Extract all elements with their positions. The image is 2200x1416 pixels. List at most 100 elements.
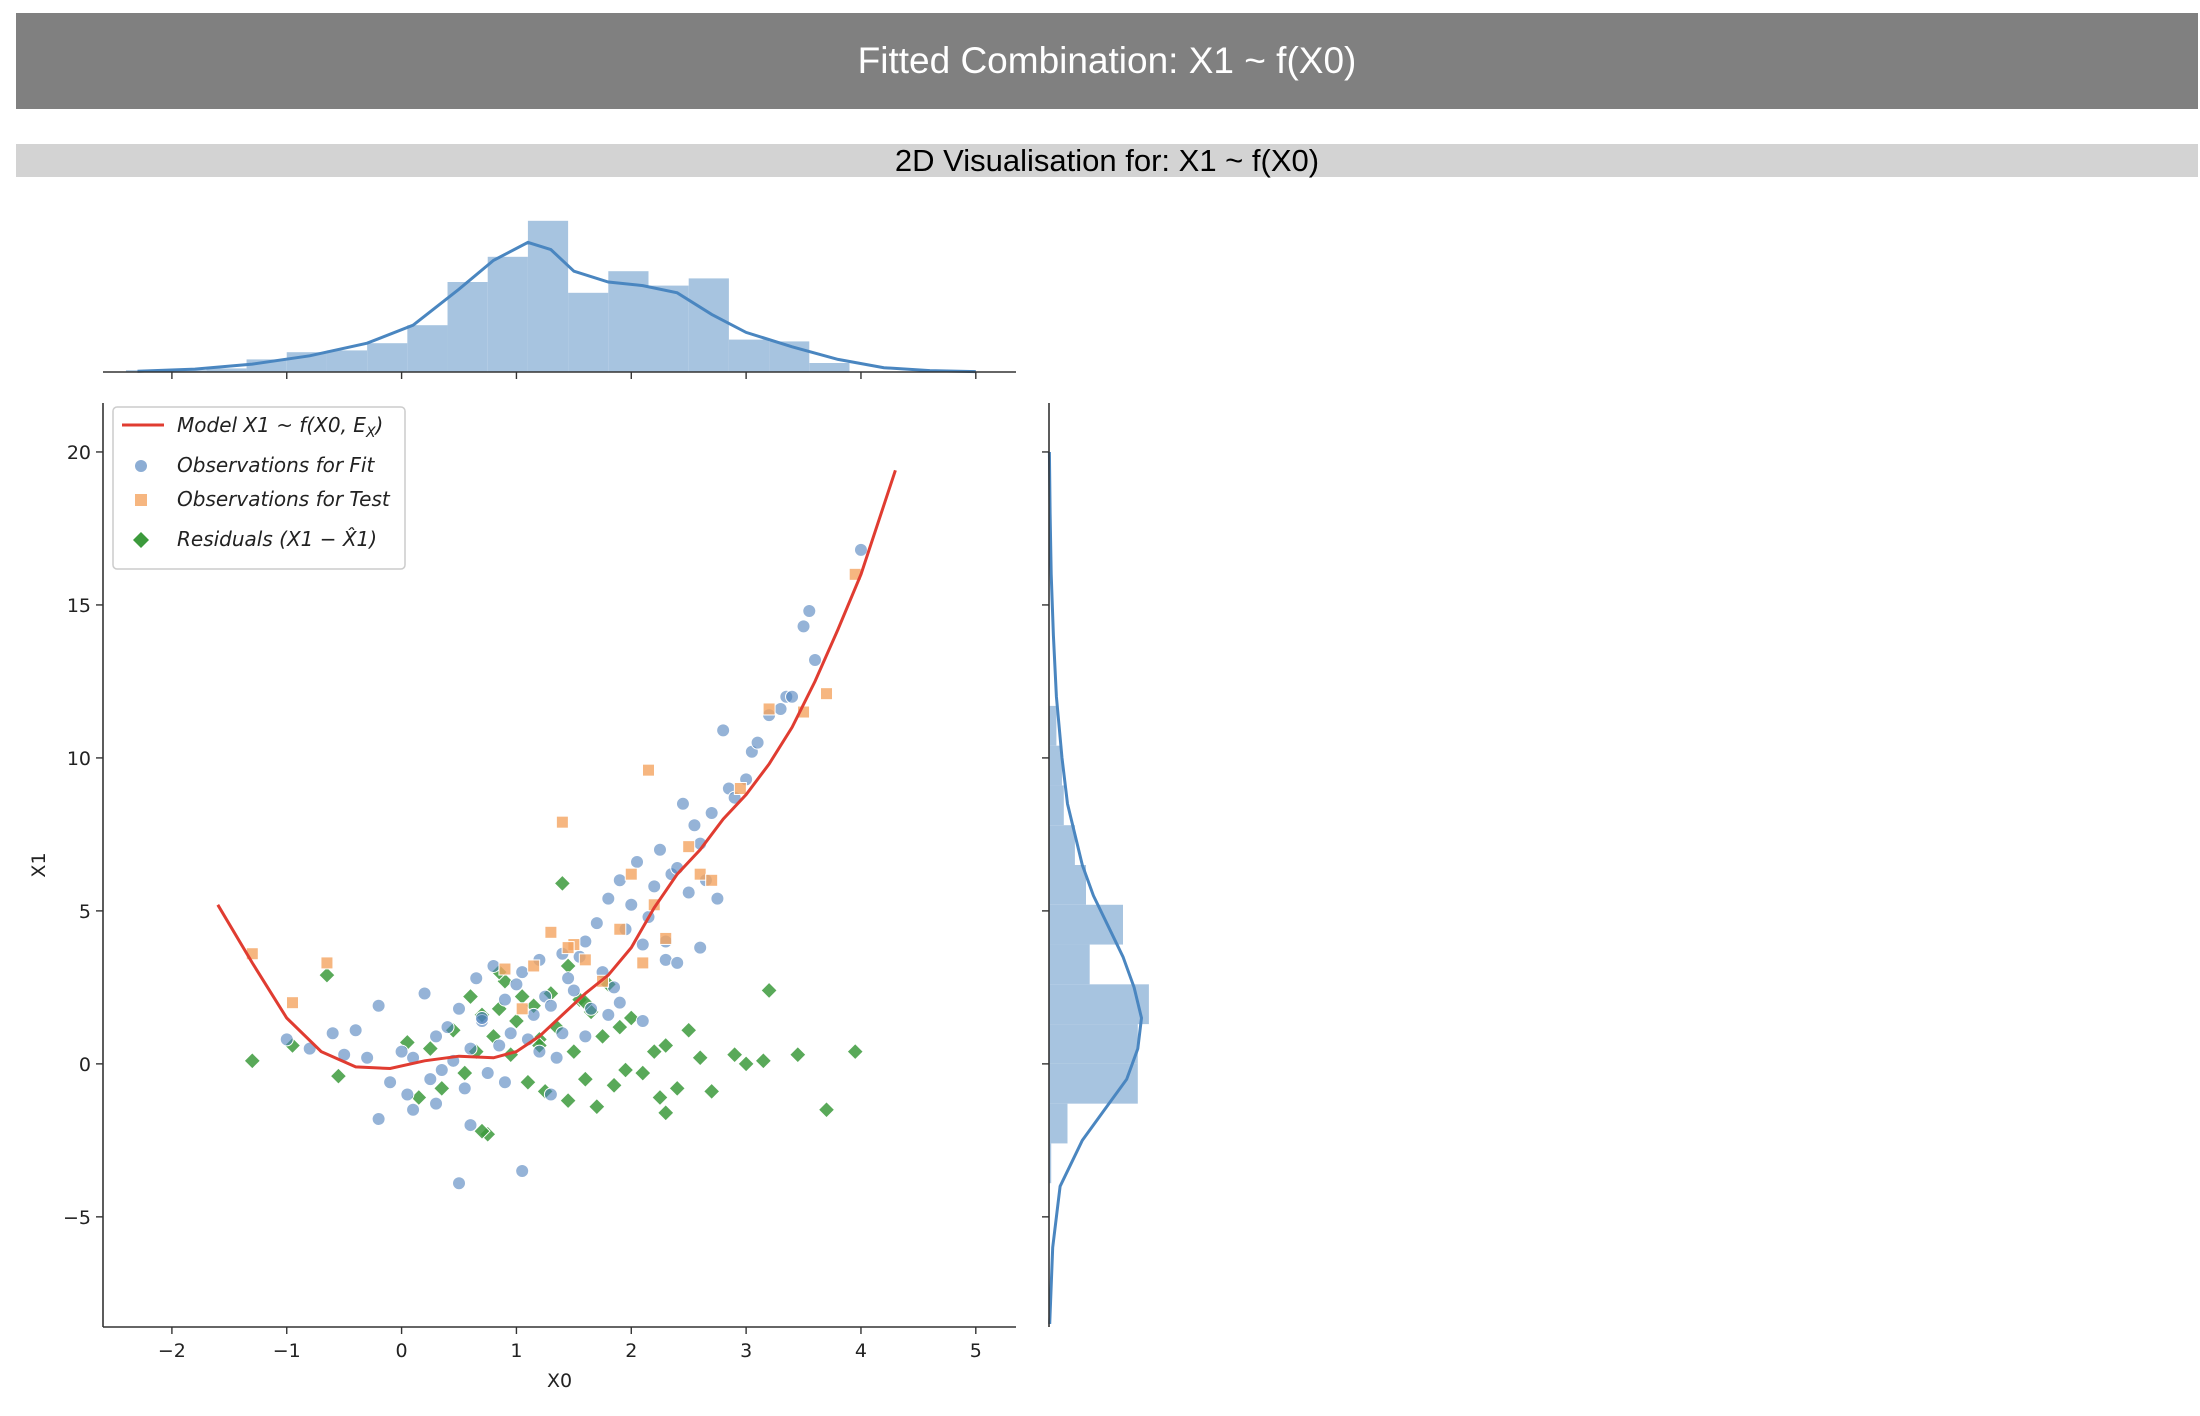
fit-observation-point <box>440 1020 455 1035</box>
top-marginal-histogram <box>103 220 1016 379</box>
fit-observation-point <box>635 937 650 952</box>
fit-observation-point <box>624 897 639 912</box>
fit-observation-point <box>348 1023 363 1038</box>
residual-point <box>519 1073 537 1091</box>
y-tick-label: 0 <box>79 1054 91 1076</box>
x-tick-label: 5 <box>970 1340 982 1362</box>
fit-observation-point <box>796 619 811 634</box>
page-title: Fitted Combination: X1 ~ f(X0) <box>16 13 2198 109</box>
right-histogram-bar <box>1049 904 1123 945</box>
top-histogram-bar <box>407 325 448 372</box>
fit-observation-point <box>452 1176 467 1191</box>
right-histogram-bar <box>1049 1103 1068 1144</box>
fit-observation-point <box>561 971 576 986</box>
fit-observation-point <box>675 796 690 811</box>
fit-observation-point <box>635 1014 650 1029</box>
residual-point <box>622 1009 640 1027</box>
x-tick-label: 2 <box>625 1340 637 1362</box>
fit-observation-point <box>469 971 484 986</box>
right-histogram-bar <box>1049 984 1149 1025</box>
fit-observation-point <box>463 1118 478 1133</box>
test-observation-point <box>527 959 541 973</box>
right-histogram-bar <box>1049 785 1064 826</box>
legend-label-main: Model X1 ~ f(X0, E <box>177 413 366 437</box>
residual-point <box>553 874 572 893</box>
fit-observation-point <box>670 955 685 970</box>
right-histogram-bar <box>1049 1143 1052 1184</box>
fit-observation-point <box>710 891 725 906</box>
main-scatter-plot: −2 −1 0 1 2 3 4 5 −5 0 5 10 15 20 X0 X1 <box>28 403 1016 1392</box>
residual-point <box>737 1055 755 1073</box>
test-observation-point <box>498 962 512 976</box>
test-observation-point <box>659 931 673 945</box>
y-tick-label: 10 <box>67 748 91 770</box>
residual-point <box>760 981 778 1000</box>
model-fit-line <box>216 469 897 1071</box>
fit-observation-point <box>360 1050 375 1065</box>
fit-observation-point <box>578 1029 593 1044</box>
fit-observation-point <box>480 1066 495 1081</box>
residual-point <box>634 1064 652 1082</box>
fit-observation-point <box>486 958 501 973</box>
residual-point <box>645 1042 663 1061</box>
residual-point <box>657 1036 675 1055</box>
residual-point <box>588 1098 606 1116</box>
residual-point <box>473 1122 491 1140</box>
legend-circle-marker <box>135 460 147 472</box>
fit-observation-point <box>515 1163 530 1178</box>
x-tick-label: 3 <box>740 1340 752 1362</box>
legend-label-tail: ) <box>374 413 384 437</box>
chart-section-title-text: 2D Visualisation for: X1 ~ f(X0) <box>894 142 1320 178</box>
y-axis-label: X1 <box>28 852 50 877</box>
fit-observation-point <box>584 1001 599 1016</box>
residual-point <box>725 1045 744 1064</box>
fit-observation-point <box>681 885 696 900</box>
test-observation-point <box>693 867 707 881</box>
y-tick-label: 15 <box>67 595 91 617</box>
x-tick-label: 1 <box>510 1340 522 1362</box>
residual-point <box>657 1104 675 1122</box>
fit-observation-point <box>549 1050 564 1065</box>
fit-observation-point <box>750 735 765 750</box>
top-histogram-bar <box>648 285 689 372</box>
fit-observation-point <box>429 1029 444 1044</box>
y-tick-label: −5 <box>63 1207 91 1229</box>
fit-observation-point <box>612 873 627 888</box>
legend-box <box>112 406 406 570</box>
y-tick-label: 20 <box>67 442 91 464</box>
test-observation-point <box>561 941 575 955</box>
fit-observation-point <box>566 983 581 998</box>
fit-observation-point <box>543 1087 558 1102</box>
fit-observation-point <box>601 1007 616 1022</box>
fit-observation-point <box>578 934 593 949</box>
x-tick-label: 0 <box>396 1340 408 1362</box>
fit-observation-point <box>853 542 868 557</box>
fit-observation-point <box>773 701 788 716</box>
residual-point <box>565 1042 583 1061</box>
test-observation-point <box>762 702 776 716</box>
fit-observation-point <box>371 998 386 1013</box>
residual-point <box>702 1082 721 1101</box>
fit-observation-point <box>607 980 622 995</box>
fit-observation-point <box>279 1032 294 1047</box>
test-observation-point <box>285 996 299 1010</box>
fit-observation-point <box>434 1062 449 1077</box>
top-histogram-bar <box>608 271 649 372</box>
residual-point <box>421 1039 440 1058</box>
fit-observation-point <box>716 723 731 738</box>
top-histogram-bar <box>688 278 729 372</box>
right-marginal-histogram <box>1042 403 1149 1327</box>
fit-observation-point <box>785 689 800 704</box>
test-observation-point <box>733 782 747 796</box>
fit-observation-point <box>503 1026 518 1041</box>
fit-observation-point <box>808 653 823 668</box>
residual-point <box>605 1076 623 1094</box>
top-histogram-bar <box>568 292 609 372</box>
fit-observation-point <box>497 1075 512 1090</box>
top-histogram-bar <box>326 350 368 372</box>
fit-observation-point <box>492 1038 507 1053</box>
residual-point <box>754 1052 773 1070</box>
residual-point <box>651 1088 669 1107</box>
top-histogram-bar <box>206 368 247 372</box>
